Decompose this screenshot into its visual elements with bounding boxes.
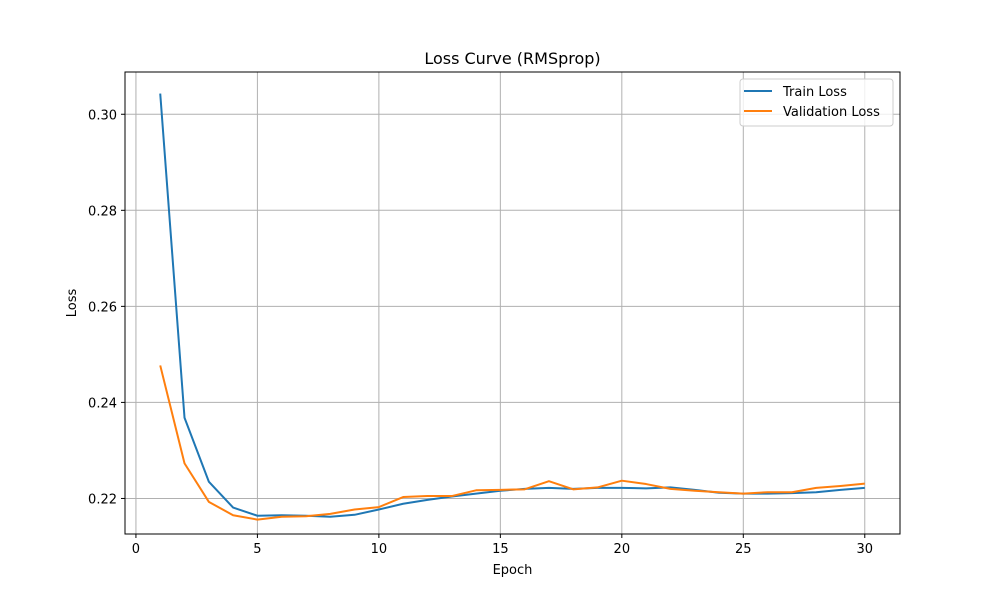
y-tick-label: 0.22 [88, 492, 117, 507]
legend-label-train: Train Loss [782, 85, 847, 100]
x-tick-label: 0 [132, 542, 140, 557]
legend-box [739, 78, 894, 127]
legend-label-validation: Validation Loss [783, 105, 880, 120]
series-line-validation-loss [159, 365, 865, 521]
plot-frame [124, 71, 901, 535]
x-tick-label: 30 [856, 542, 873, 557]
x-tick-label: 20 [614, 542, 631, 557]
x-tick-label: 5 [253, 542, 261, 557]
y-tick-label: 0.24 [88, 396, 117, 411]
y-tick-label: 0.26 [88, 300, 117, 315]
x-tick-label: 10 [371, 542, 388, 557]
x-axis-label: Epoch [493, 563, 533, 578]
x-tick-label: 15 [492, 542, 509, 557]
x-axis-ticks: 0 5 10 15 20 25 30 [132, 534, 873, 557]
y-axis-ticks: 0.22 0.24 0.26 0.28 0.30 [88, 108, 125, 507]
chart-title: Loss Curve (RMSprop) [424, 49, 600, 68]
y-tick-label: 0.28 [88, 204, 117, 219]
series-lines [159, 93, 865, 521]
y-tick-label: 0.30 [88, 108, 117, 123]
x-tick-label: 25 [735, 542, 752, 557]
grid [125, 72, 900, 534]
legend: Train Loss Validation Loss [739, 78, 894, 127]
y-axis-label: Loss [65, 289, 80, 318]
